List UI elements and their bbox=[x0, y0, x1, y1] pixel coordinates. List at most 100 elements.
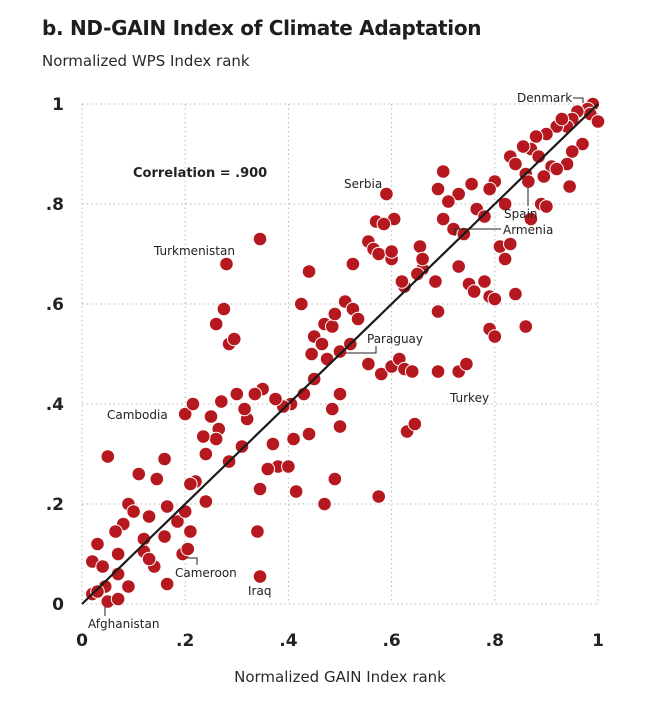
data-point bbox=[95, 559, 110, 574]
data-point bbox=[523, 211, 539, 227]
data-point bbox=[314, 336, 330, 352]
data-point bbox=[234, 439, 250, 454]
data-point bbox=[502, 236, 518, 252]
data-point bbox=[477, 209, 492, 224]
data-point bbox=[203, 409, 219, 424]
data-point bbox=[407, 416, 423, 432]
data-point bbox=[177, 406, 193, 422]
data-point bbox=[332, 419, 348, 434]
data-point bbox=[110, 566, 126, 582]
annotation-label: Serbia bbox=[344, 177, 382, 191]
data-point bbox=[327, 471, 343, 487]
data-point bbox=[487, 329, 503, 344]
data-point bbox=[252, 231, 268, 247]
data-point bbox=[324, 401, 340, 417]
data-point bbox=[265, 436, 281, 452]
data-point bbox=[384, 244, 399, 259]
data-point bbox=[459, 356, 474, 372]
data-point bbox=[404, 364, 420, 379]
data-points bbox=[85, 96, 606, 609]
data-point bbox=[464, 176, 479, 192]
data-point bbox=[159, 499, 175, 514]
data-point bbox=[350, 311, 366, 327]
data-point bbox=[435, 164, 451, 179]
data-point bbox=[195, 429, 211, 444]
x-tick-label: .4 bbox=[279, 631, 297, 651]
data-point bbox=[332, 386, 348, 402]
annotation-label: Afghanistan bbox=[88, 617, 159, 631]
data-point bbox=[108, 524, 123, 539]
data-point bbox=[430, 364, 446, 379]
y-tick-label: .4 bbox=[46, 395, 64, 415]
data-point bbox=[90, 584, 105, 599]
data-point bbox=[170, 514, 185, 529]
data-point bbox=[183, 476, 198, 492]
y-axis-label: Normalized WPS Index rank bbox=[42, 52, 250, 70]
data-point bbox=[451, 186, 466, 202]
data-point bbox=[208, 316, 224, 332]
data-point bbox=[497, 196, 513, 212]
data-point bbox=[208, 431, 224, 447]
data-point bbox=[294, 296, 309, 312]
annotation-label: Armenia bbox=[503, 223, 553, 237]
data-point bbox=[376, 216, 392, 232]
data-point bbox=[575, 136, 590, 152]
data-point bbox=[110, 591, 126, 607]
data-point bbox=[562, 179, 577, 194]
annotation-label: Paraguay bbox=[367, 332, 423, 346]
annotation-label: Spain bbox=[504, 207, 538, 221]
data-point bbox=[260, 461, 276, 477]
data-point bbox=[319, 351, 335, 367]
data-point bbox=[198, 446, 214, 462]
annotation-label: Turkey bbox=[449, 391, 489, 405]
data-point bbox=[441, 194, 456, 209]
annotations: Denmark Serbia Spain Armenia Turkmenistan Par… bbox=[88, 91, 584, 631]
data-point bbox=[198, 494, 214, 509]
data-point bbox=[180, 541, 196, 557]
data-point bbox=[415, 251, 430, 267]
y-tick-label: .8 bbox=[46, 195, 64, 215]
x-tick-label: 1 bbox=[592, 631, 604, 651]
annotation-label: Cambodia bbox=[107, 408, 168, 422]
data-point bbox=[487, 291, 503, 307]
data-point bbox=[324, 319, 340, 334]
data-point bbox=[482, 181, 497, 197]
data-point bbox=[451, 259, 466, 274]
data-point bbox=[371, 489, 387, 504]
data-point bbox=[185, 396, 201, 412]
data-point bbox=[466, 284, 482, 299]
data-point bbox=[327, 306, 343, 322]
y-tick-label: 1 bbox=[52, 95, 64, 115]
data-point bbox=[252, 481, 268, 497]
data-point bbox=[554, 111, 570, 127]
data-point bbox=[126, 504, 141, 519]
x-tick-label: .8 bbox=[486, 631, 504, 651]
y-tick-label: 0 bbox=[52, 595, 64, 615]
data-point bbox=[332, 344, 348, 359]
data-point bbox=[281, 459, 296, 474]
fit-line bbox=[81, 103, 599, 605]
data-point bbox=[301, 264, 317, 279]
data-point bbox=[177, 504, 193, 519]
annotation-label: Iraq bbox=[248, 584, 271, 598]
data-point bbox=[412, 239, 428, 254]
data-point bbox=[508, 156, 523, 172]
data-point bbox=[100, 449, 116, 464]
annotation-leader bbox=[346, 346, 377, 354]
data-point bbox=[515, 139, 531, 154]
data-point bbox=[361, 356, 376, 372]
chart-title: b. ND-GAIN Index of Climate Adaptation bbox=[42, 16, 482, 40]
data-point bbox=[477, 274, 492, 289]
data-point bbox=[539, 199, 554, 214]
data-point bbox=[131, 466, 147, 482]
data-point bbox=[216, 301, 232, 317]
annotation-leader bbox=[573, 97, 584, 103]
correlation-label: Correlation = .900 bbox=[133, 166, 267, 181]
annotation-leader bbox=[454, 228, 501, 236]
y-tick-label: .2 bbox=[46, 495, 64, 515]
data-point bbox=[410, 266, 425, 282]
data-point bbox=[247, 386, 263, 402]
data-point bbox=[531, 149, 546, 164]
data-point bbox=[590, 114, 606, 129]
data-point bbox=[214, 394, 229, 409]
